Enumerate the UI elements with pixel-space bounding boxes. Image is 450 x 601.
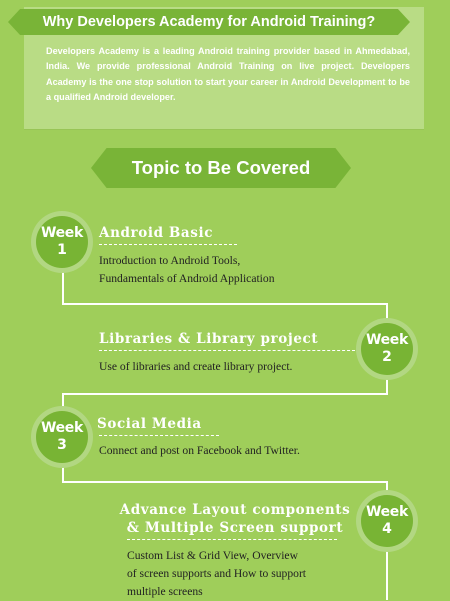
heading-underline [99,350,355,351]
week-number: 3 [57,437,67,453]
timeline-line [62,462,64,482]
description-line: Introduction to Android Tools, [99,254,241,267]
week-1-badge: Week 1 [36,216,88,268]
week-3-description: Connect and post on Facebook and Twitter… [99,442,300,460]
intro-text: Developers Academy is a leading Android … [46,46,410,102]
timeline-line [386,481,388,495]
week-number: 2 [382,349,392,365]
week-1-heading: Android Basic [99,225,214,241]
timeline-line [62,393,64,411]
week-3-heading: Social Media [97,416,202,432]
timeline-line [62,268,64,304]
week-3-badge: Week 3 [36,411,88,463]
heading-underline [127,539,337,540]
description-line: Fundamentals of Android Application [99,272,275,285]
week-2-heading: Libraries & Library project [99,331,319,347]
timeline-line [386,546,388,600]
week-number: 1 [57,242,67,258]
week-4-heading: Advance Layout components & Multiple Scr… [117,501,353,537]
description-line: multiple screens [127,585,203,598]
heading-line: Advance Layout components [119,502,351,518]
timeline-line [62,481,388,483]
intro-title: Why Developers Academy for Android Train… [8,9,410,35]
week-label: Week [40,225,84,241]
week-label: Week [365,332,409,348]
week-4-description: Custom List & Grid View, Overview of scr… [127,547,306,601]
heading-line: & Multiple Screen support [126,520,344,536]
week-label: Week [365,504,409,520]
timeline-line [62,303,387,305]
description-line: Connect and post on Facebook and Twitter… [99,444,300,457]
description-line: of screen supports and How to support [127,567,307,580]
timeline-line [62,393,388,395]
timeline-line [386,374,388,394]
description-line: Use of libraries and create library proj… [99,360,293,373]
topic-banner: Topic to Be Covered [91,148,351,188]
week-number: 4 [382,521,392,537]
description-line: Custom List & Grid View, Overview [127,549,298,562]
week-2-description: Use of libraries and create library proj… [99,358,292,376]
heading-underline [99,244,237,245]
heading-underline [99,435,219,436]
week-label: Week [40,420,84,436]
timeline-line [386,303,388,323]
week-2-badge: Week 2 [361,323,413,375]
week-1-description: Introduction to Android Tools, Fundament… [99,252,275,288]
week-4-badge: Week 4 [361,495,413,547]
